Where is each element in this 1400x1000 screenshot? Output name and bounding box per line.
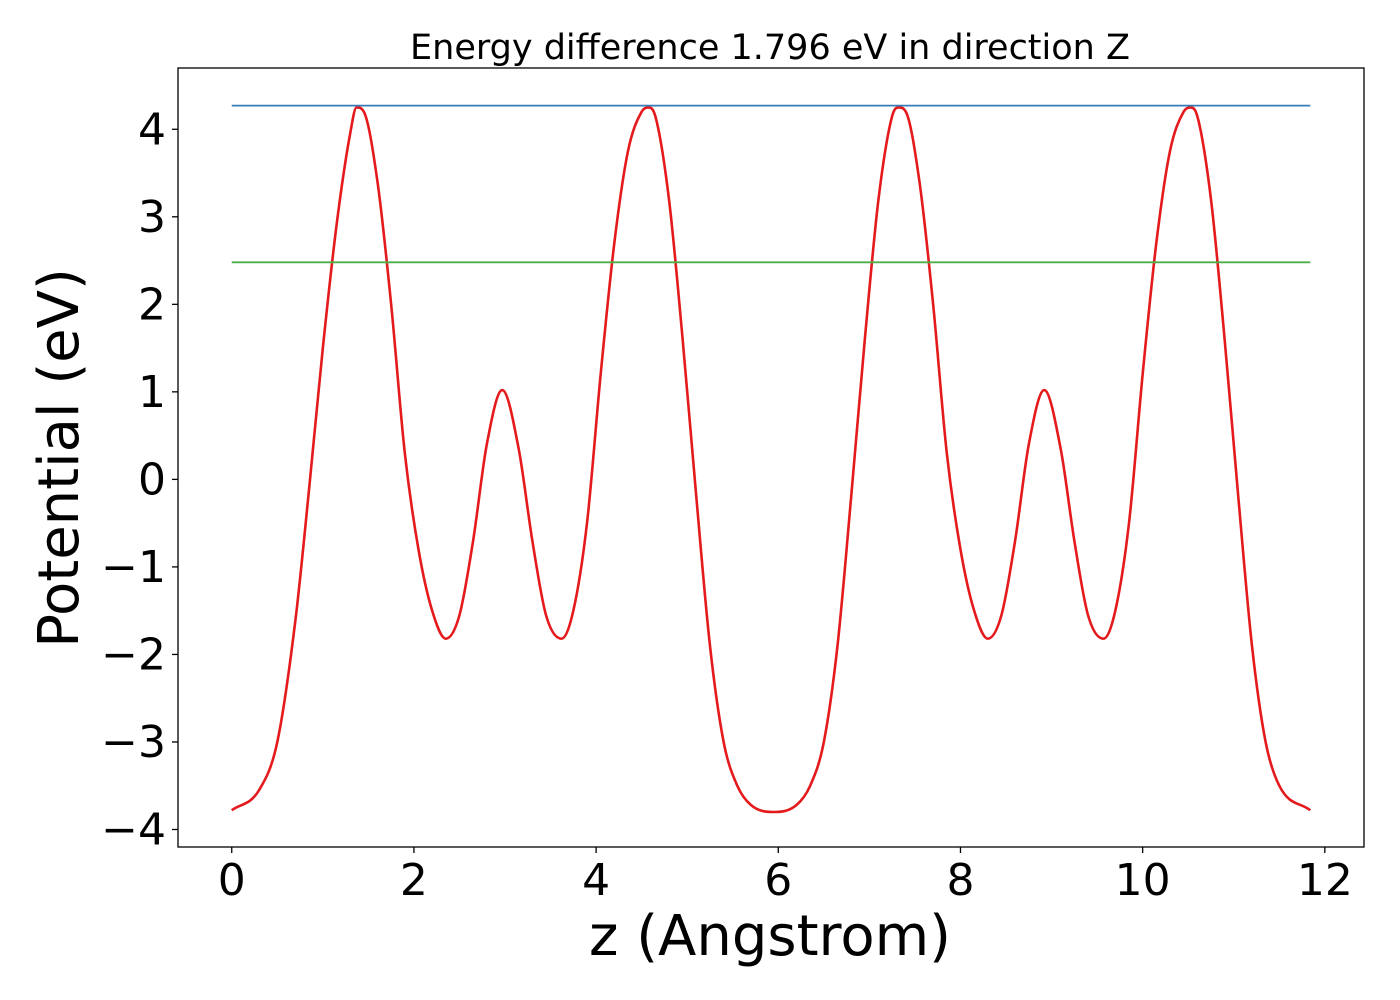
plot-frame [177,67,1365,848]
y-tick-label: −1 [101,542,166,593]
x-axis-ticks: 0 2 4 6 8 10 12 [218,847,1353,906]
y-tick-label: 3 [138,192,166,243]
y-axis-title: Potential (eV) [27,268,92,648]
potential-curve [230,106,1312,814]
y-tick-label: −4 [101,804,166,855]
y-tick-label: 4 [138,104,166,155]
y-tick-label: −2 [101,629,166,680]
chart-title: Energy difference 1.796 eV in direction … [410,28,1130,68]
x-tick-label: 6 [764,855,792,906]
x-tick-label: 4 [582,855,610,906]
y-tick-label: 1 [138,367,166,418]
x-tick-label: 8 [946,855,974,906]
y-axis-ticks: −4 −3 −2 −1 0 1 2 3 4 [101,104,178,855]
y-tick-label: 0 [138,454,166,505]
x-axis-title: z (Angstrom) [589,904,951,969]
y-tick-label: 2 [138,279,166,330]
series-layer [230,104,1312,814]
x-tick-label: 0 [218,855,246,906]
x-tick-label: 10 [1115,855,1171,906]
x-tick-label: 2 [400,855,428,906]
y-tick-label: −3 [101,717,166,768]
x-tick-label: 12 [1297,855,1353,906]
